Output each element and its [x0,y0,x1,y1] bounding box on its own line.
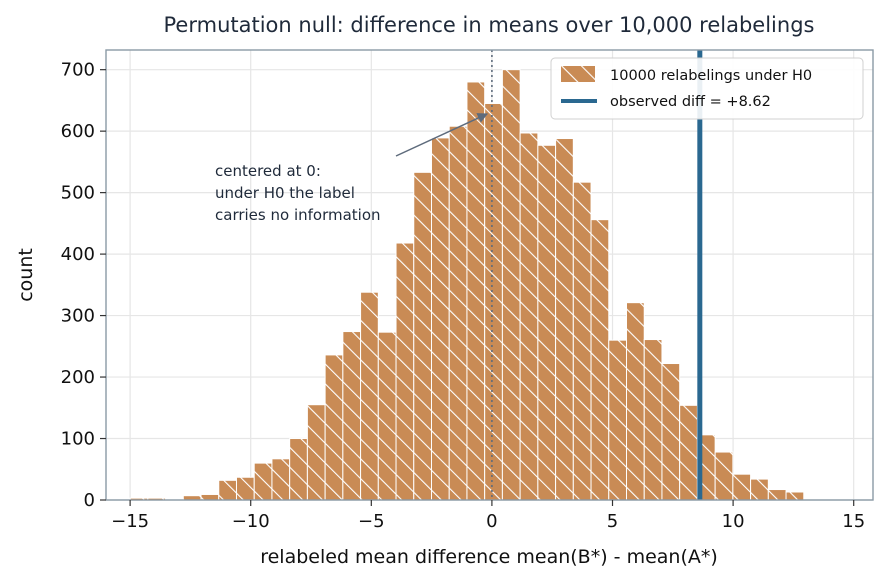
x-tick-label: 0 [486,511,497,532]
x-tick-label: 5 [607,511,618,532]
histogram-bar [785,491,805,501]
histogram-bar [271,458,291,501]
annotation-line-2: under H0 the label [215,184,355,202]
histogram-bar [306,404,326,501]
histogram-bar [679,404,698,501]
x-axis-label: relabeled mean difference mean(B*) - mea… [260,546,718,568]
histogram-bar [732,473,752,501]
legend-box [550,57,864,120]
histogram-bar [377,331,397,501]
histogram-bar [200,493,220,501]
legend-swatch-bars [561,66,595,82]
histogram-bar [590,219,610,501]
y-tick-label: 700 [61,60,95,81]
annotation-arrow [395,113,489,157]
histogram-bar [625,302,645,501]
histogram-bar [661,363,681,501]
annotation-line-3: carries no information [215,206,381,224]
x-tick-label: 15 [842,511,865,532]
histogram-bar [714,451,734,501]
y-tick-label: 300 [61,306,95,327]
x-tick-label: −5 [358,511,385,532]
plot-frame [105,49,874,501]
x-tick-label: 10 [722,511,745,532]
histogram-bar [608,339,627,501]
legend-label-bars: 10000 relabelings under H0 [610,68,812,84]
annotation-line-1: centered at 0: [215,162,321,180]
x-tick-label: −15 [111,511,149,532]
histogram-bar [572,181,592,501]
y-tick-label: 400 [61,244,95,265]
histogram-bar [218,479,237,501]
histogram-bar [643,339,663,501]
axis-ticks: −15 −10 −5 0 5 10 15 0 100 200 300 400 500 600 700 [61,60,866,532]
histogram-bar [360,291,379,501]
legend-label-observed: observed diff = +8.62 [610,94,771,110]
histogram-bar [519,132,539,501]
y-axis-label: count [15,248,37,302]
reference-lines [491,50,703,500]
y-tick-label: 600 [61,121,95,142]
y-tick-label: 200 [61,367,95,388]
histogram-bar [466,81,486,501]
histogram-bar [324,354,344,501]
histogram-bar [235,476,255,501]
histogram-bar [342,331,362,501]
histogram-bars [129,69,805,501]
histogram-bar [484,102,503,501]
y-tick-label: 0 [84,490,95,511]
histogram-bar [537,144,557,501]
x-tick-label: −10 [232,511,270,532]
histogram-bar [395,242,415,501]
y-tick-label: 500 [61,183,95,204]
chart-title: Permutation null: difference in means ov… [164,13,815,37]
y-tick-label: 100 [61,429,95,450]
histogram-bar [289,438,308,501]
histogram-bar [555,138,574,501]
annotation: centered at 0: under H0 the label carrie… [215,113,489,224]
histogram-bar [430,137,450,501]
histogram-bar [750,478,769,501]
histogram-bar [413,171,432,501]
histogram-bar [767,489,787,501]
histogram-bar [501,69,521,501]
histogram-bar [253,462,273,501]
legend: 10000 relabelings under H0 observed diff… [550,57,864,120]
histogram-bar [448,125,468,501]
